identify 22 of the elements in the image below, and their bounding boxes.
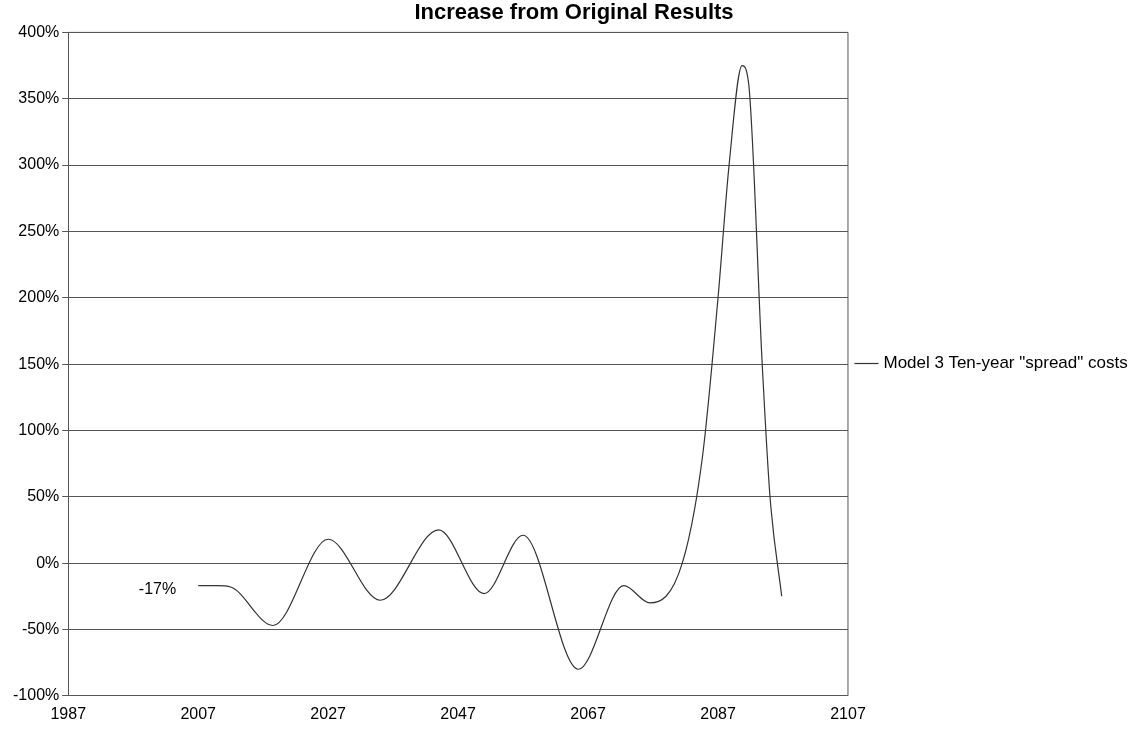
- y-tick-label: 50%: [27, 487, 60, 505]
- x-tick-label: 2087: [700, 704, 736, 722]
- x-tick-label: 2047: [440, 704, 477, 722]
- y-tick-label: -100%: [13, 686, 60, 704]
- y-tick-label: 150%: [18, 354, 60, 372]
- annotation: -17%: [138, 580, 177, 598]
- chart-title: Increase from Original Results: [414, 0, 734, 25]
- y-tick-label: -50%: [21, 619, 60, 637]
- y-tick-label: 400%: [18, 22, 60, 40]
- line-series: [197, 64, 783, 670]
- y-tick-label: 100%: [18, 420, 60, 438]
- y-tick-label: 0%: [36, 553, 60, 571]
- x-tick-label: 1987: [50, 704, 87, 722]
- y-tick-label: 350%: [18, 89, 60, 107]
- y-tick-label: 200%: [18, 288, 60, 306]
- y-tick-label: 300%: [18, 155, 60, 173]
- x-tick-label: 2007: [180, 704, 217, 722]
- x-tick-label: 2027: [310, 704, 347, 722]
- y-tick-label: 250%: [18, 221, 60, 239]
- x-tick-label: 2067: [570, 704, 606, 722]
- legend-label: Model 3 Ten-year "spread" costs: [883, 353, 1128, 373]
- x-tick-label: 2107: [830, 704, 866, 722]
